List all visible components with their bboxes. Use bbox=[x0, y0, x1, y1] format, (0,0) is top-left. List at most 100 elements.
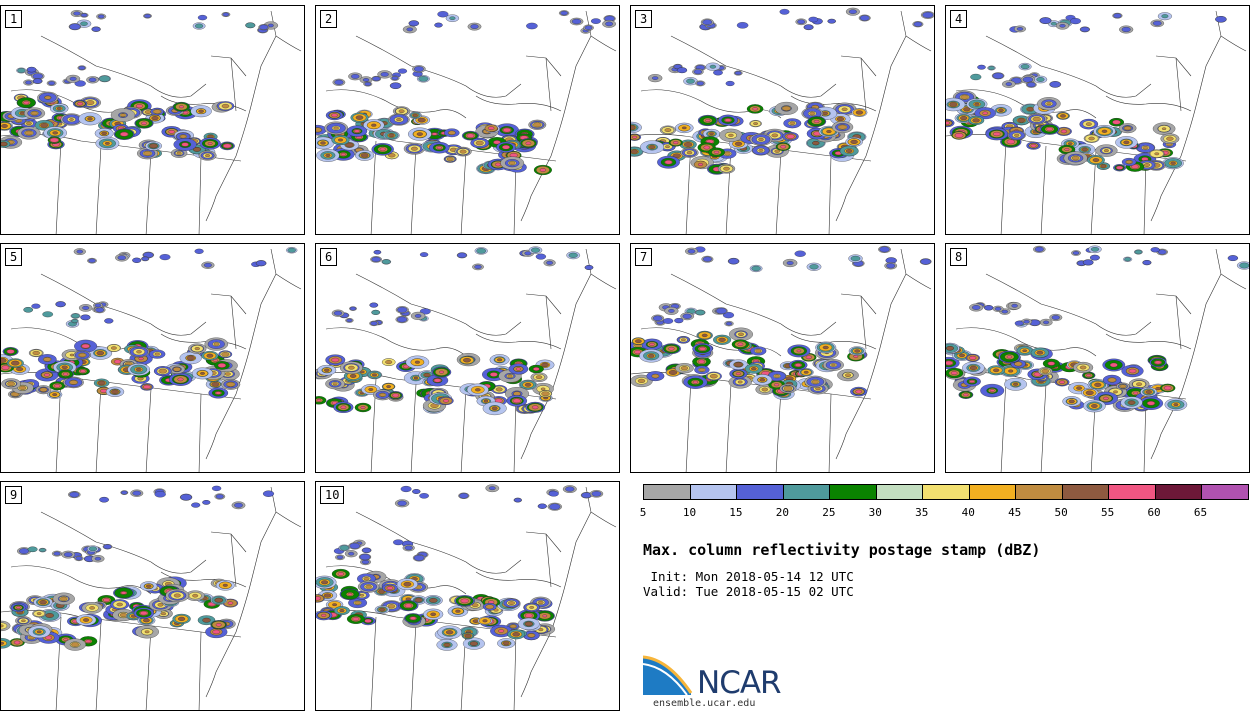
reflectivity-cell bbox=[61, 365, 68, 370]
reflectivity-cell bbox=[634, 350, 642, 355]
reflectivity-cell bbox=[673, 141, 679, 145]
reflectivity-cell bbox=[97, 14, 105, 19]
reflectivity-cell bbox=[682, 313, 692, 319]
reflectivity-cell bbox=[702, 256, 712, 262]
reflectivity-cell bbox=[761, 387, 768, 392]
reflectivity-cell bbox=[157, 603, 164, 607]
reflectivity-cell bbox=[822, 345, 829, 350]
reflectivity-cell bbox=[1017, 118, 1026, 123]
reflectivity-cell bbox=[723, 166, 730, 171]
map-svg bbox=[631, 7, 934, 234]
reflectivity-cell bbox=[531, 247, 540, 253]
reflectivity-cell bbox=[512, 632, 520, 637]
reflectivity-cell bbox=[259, 24, 269, 30]
reflectivity-cell bbox=[143, 384, 151, 389]
reflectivity-cell bbox=[74, 80, 86, 87]
reflectivity-cell bbox=[95, 307, 105, 313]
reflectivity-cell bbox=[379, 147, 386, 152]
reflectivity-cell bbox=[434, 22, 443, 28]
reflectivity-cell bbox=[1049, 81, 1061, 88]
reflectivity-cell bbox=[44, 95, 52, 100]
reflectivity-cell bbox=[1036, 77, 1045, 82]
reflectivity-cell bbox=[436, 146, 442, 150]
reflectivity-cell bbox=[950, 371, 958, 375]
reflectivity-cell bbox=[340, 152, 346, 156]
reflectivity-cell bbox=[203, 262, 212, 268]
reflectivity-cell bbox=[77, 102, 83, 106]
reflectivity-cell bbox=[32, 73, 43, 80]
colorbar-bin-9 bbox=[1062, 485, 1110, 499]
reflectivity-cell bbox=[198, 109, 204, 113]
boundary-line bbox=[840, 55, 877, 112]
reflectivity-cell bbox=[1128, 400, 1135, 405]
reflectivity-cell bbox=[141, 121, 147, 125]
reflectivity-cell bbox=[362, 547, 372, 553]
boundary-line bbox=[835, 10, 932, 222]
boundary-line bbox=[475, 571, 562, 588]
reflectivity-cell bbox=[144, 110, 152, 114]
map-panel-4: 4 bbox=[945, 5, 1250, 235]
reflectivity-cell bbox=[502, 641, 510, 646]
reflectivity-cell bbox=[913, 21, 923, 27]
reflectivity-cell bbox=[1124, 257, 1131, 262]
reflectivity-cell bbox=[464, 633, 472, 638]
reflectivity-cell bbox=[1173, 403, 1179, 406]
reflectivity-cell bbox=[320, 141, 326, 145]
member-label: 5 bbox=[5, 248, 23, 266]
reflectivity-cell bbox=[1154, 360, 1162, 365]
reflectivity-cell bbox=[385, 360, 393, 365]
reflectivity-cell bbox=[848, 9, 857, 14]
reflectivity-cell bbox=[117, 255, 126, 261]
reflectivity-cell bbox=[1014, 361, 1023, 367]
reflectivity-cell bbox=[1, 124, 8, 128]
reflectivity-cell bbox=[439, 370, 444, 374]
reflectivity-cell bbox=[393, 539, 404, 546]
reflectivity-cell bbox=[333, 310, 343, 316]
reflectivity-cell bbox=[215, 391, 221, 395]
reflectivity-cell bbox=[71, 319, 79, 323]
reflectivity-cell bbox=[360, 406, 366, 409]
boundary-line bbox=[525, 293, 562, 350]
reflectivity-cell bbox=[136, 350, 142, 354]
reflectivity-cell bbox=[45, 613, 54, 618]
reflectivity-cell bbox=[1, 365, 10, 370]
reflectivity-cell bbox=[205, 154, 211, 158]
reflectivity-cell bbox=[23, 307, 33, 313]
website-url[interactable]: ensemble.ucar.edu bbox=[653, 698, 756, 709]
reflectivity-cell bbox=[635, 339, 642, 344]
reflectivity-cell bbox=[355, 115, 364, 120]
boundary-line bbox=[640, 327, 782, 357]
reflectivity-cell bbox=[1155, 387, 1161, 391]
reflectivity-cell bbox=[541, 391, 550, 397]
reflectivity-cell bbox=[1, 641, 4, 645]
member-label: 10 bbox=[320, 486, 345, 504]
reflectivity-cell bbox=[1166, 136, 1174, 141]
reflectivity-cell bbox=[119, 612, 128, 618]
reflectivity-cell bbox=[549, 503, 561, 510]
reflectivity-cell bbox=[850, 139, 858, 144]
reflectivity-cell bbox=[79, 369, 86, 373]
reflectivity-cell bbox=[334, 79, 344, 85]
reflectivity-cell bbox=[362, 78, 370, 82]
reflectivity-cell bbox=[488, 126, 495, 130]
reflectivity-cell bbox=[524, 251, 532, 256]
reflectivity-cell bbox=[1036, 350, 1044, 355]
reflectivity-cell bbox=[1134, 249, 1143, 255]
reflectivity-cell bbox=[1071, 155, 1080, 161]
reflectivity-cell bbox=[725, 321, 733, 326]
reflectivity-cell bbox=[483, 399, 489, 403]
reflectivity-cell bbox=[1085, 122, 1092, 126]
boundary-line bbox=[520, 486, 617, 698]
reflectivity-cell bbox=[45, 635, 53, 640]
reflectivity-cell bbox=[709, 374, 718, 379]
reflectivity-cell bbox=[206, 353, 214, 358]
reflectivity-cell bbox=[331, 113, 338, 118]
boundary-line bbox=[160, 571, 247, 588]
reflectivity-cell bbox=[361, 559, 370, 565]
reflectivity-cell bbox=[352, 617, 360, 621]
reflectivity-cell bbox=[758, 137, 764, 142]
map-svg bbox=[316, 246, 617, 472]
colorbar-tick-label: 15 bbox=[729, 506, 743, 519]
reflectivity-cell bbox=[23, 101, 30, 105]
reflectivity-cell bbox=[649, 145, 656, 149]
